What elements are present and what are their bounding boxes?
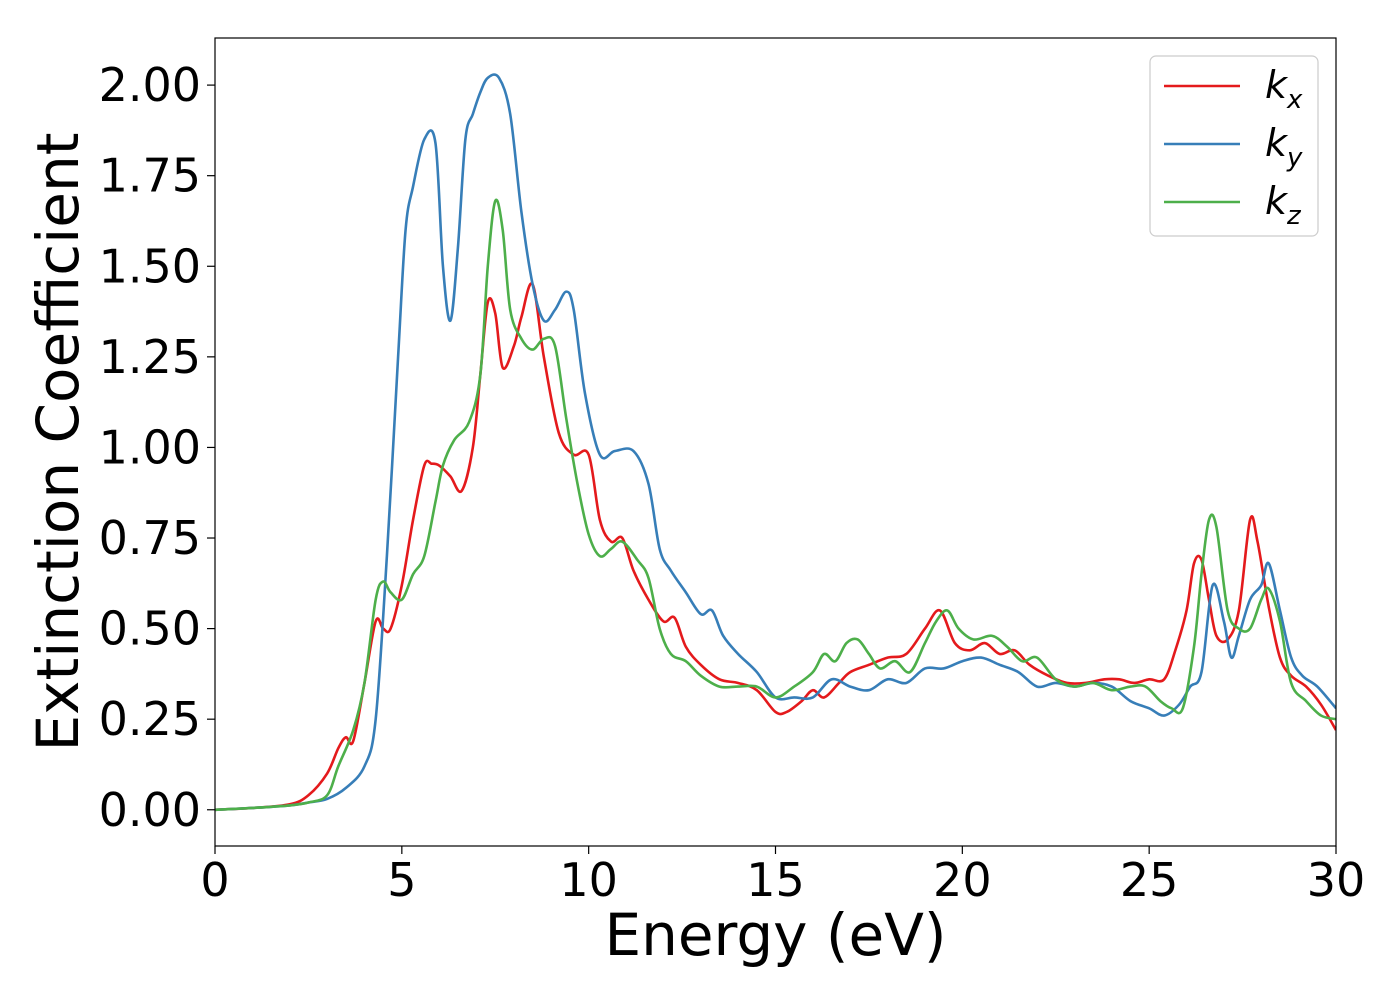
y-tick-label: 0.50: [99, 602, 201, 656]
legend-box: [1149, 55, 1319, 237]
y-tick-label: 1.75: [99, 149, 201, 203]
y-tick-label: 0.25: [99, 692, 201, 746]
x-tick-label: 10: [559, 853, 618, 907]
series-layer: [215, 73, 1336, 812]
y-tick-label: 1.00: [99, 420, 201, 474]
series-line-kz: [215, 198, 1336, 812]
x-tick-label: 25: [1120, 853, 1179, 907]
x-tick-label: 0: [200, 853, 229, 907]
y-tick-label: 0.00: [99, 783, 201, 837]
y-axis-title: Extinction Coefficient: [24, 133, 92, 752]
series-line-kx: [215, 282, 1336, 812]
x-axis-ticks: 0 5 10 15 20 25 30: [200, 846, 1365, 907]
y-tick-label: 1.50: [99, 239, 201, 293]
y-tick-label: 2.00: [99, 58, 201, 112]
x-axis-title: Energy (eV): [604, 901, 946, 969]
y-tick-label: 1.25: [99, 330, 201, 384]
x-tick-label: 5: [387, 853, 416, 907]
x-tick-label: 15: [746, 853, 805, 907]
y-tick-label: 0.75: [99, 511, 201, 565]
y-axis-ticks: 0.00 0.25 0.50 0.75 1.00 1.25 1.50 1.75 2.00: [99, 58, 215, 837]
x-tick-label: 30: [1307, 853, 1366, 907]
x-tick-label: 20: [933, 853, 992, 907]
